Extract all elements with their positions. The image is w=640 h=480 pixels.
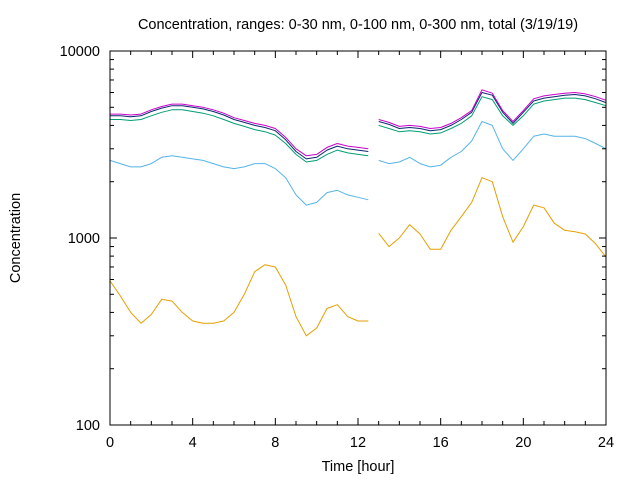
y-tick-label: 100 [76,418,100,434]
chart-title: Concentration, ranges: 0-30 nm, 0-100 nm… [138,17,578,33]
x-tick-label: 0 [106,435,114,451]
x-tick-label: 24 [598,435,614,451]
x-axis: 0 4 8 12 16 20 24 [106,51,614,451]
series-line-1 [109,177,607,337]
series-line-4 [110,92,607,160]
x-tick-label: 12 [350,435,366,451]
series-line-2 [109,121,607,206]
x-tick-label: 4 [189,435,197,451]
y-axis: 100 1000 10000 [60,44,606,434]
x-tick-label: 16 [433,435,449,451]
series-line-3 [110,96,607,163]
series-layer [109,89,607,337]
y-tick-label: 1000 [68,231,100,247]
x-axis-label: Time [hour] [322,459,395,475]
y-tick-label: 10000 [60,44,100,60]
x-tick-label: 20 [515,435,531,451]
x-tick-label: 8 [271,435,279,451]
series-line-5 [110,89,607,157]
y-axis-label: Concentration [8,193,24,283]
